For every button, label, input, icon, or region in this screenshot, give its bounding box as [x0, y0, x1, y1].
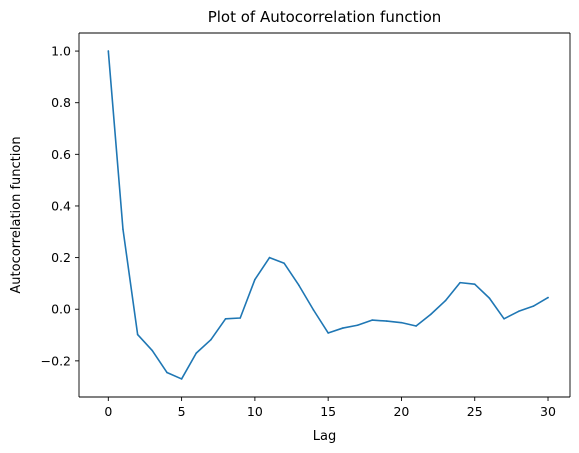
x-axis-ticks: 0 5 10 15 20 25 30 [104, 397, 556, 419]
data-point [473, 283, 476, 285]
data-point [180, 378, 183, 380]
data-point [166, 371, 168, 374]
data-point [356, 324, 359, 327]
x-tick-label: 5 [178, 404, 186, 419]
data-point [532, 305, 535, 307]
x-tick-label: 0 [104, 404, 112, 419]
x-tick-label: 25 [467, 404, 483, 419]
x-tick-label: 20 [393, 404, 409, 419]
x-tick-label: 30 [540, 404, 556, 419]
data-point [415, 325, 417, 327]
y-tick-label: 0.2 [51, 250, 71, 265]
x-tick-label: 10 [247, 404, 263, 419]
x-axis-label: Lag [313, 429, 336, 444]
data-point [239, 317, 242, 319]
y-axis-ticks: −0.2 0.0 0.2 0.4 0.6 0.8 1.0 [41, 44, 79, 368]
chart-title: Plot of Autocorrelation function [208, 8, 442, 26]
y-tick-label: 1.0 [51, 44, 71, 59]
data-point [547, 296, 549, 299]
data-point [342, 327, 344, 329]
y-tick-label: 0.0 [51, 302, 71, 317]
data-point [136, 333, 139, 336]
y-tick-label: 0.4 [51, 198, 71, 213]
data-point [224, 317, 227, 320]
plot-background [79, 33, 570, 397]
data-point [327, 332, 329, 334]
data-point [459, 281, 461, 284]
y-tick-label: 0.8 [51, 95, 71, 110]
y-axis-label: Autocorrelation function [9, 136, 24, 293]
data-point [371, 319, 373, 321]
data-point [268, 256, 271, 259]
data-point [444, 299, 447, 302]
data-point [210, 338, 212, 341]
data-point [488, 297, 491, 299]
data-point [107, 50, 110, 52]
data-point [517, 310, 520, 313]
data-point [312, 309, 315, 311]
data-point [429, 313, 432, 316]
data-point [122, 228, 124, 230]
y-tick-label: −0.2 [41, 353, 71, 368]
data-point [298, 284, 300, 287]
data-point [503, 317, 505, 320]
y-tick-label: 0.6 [51, 147, 71, 162]
x-tick-label: 15 [320, 404, 336, 419]
data-point [195, 352, 198, 354]
data-point [400, 321, 403, 324]
axes-frame [78, 32, 571, 398]
data-point [151, 349, 154, 352]
data-point [385, 320, 388, 322]
data-point [283, 262, 285, 265]
series-layer [107, 50, 549, 380]
data-point [254, 278, 256, 281]
